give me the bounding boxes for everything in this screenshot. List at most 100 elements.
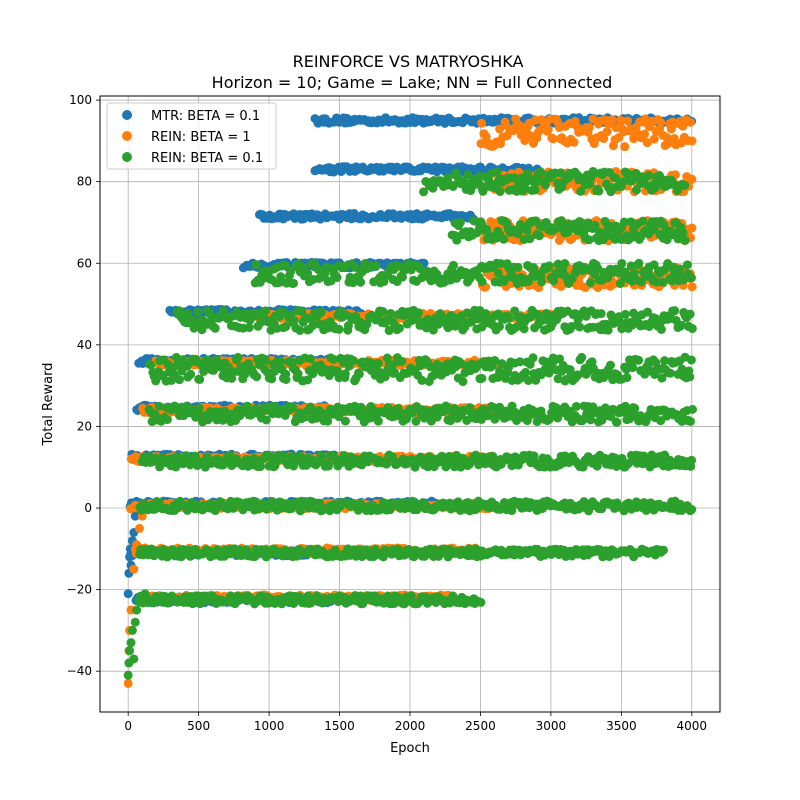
data-point [233,352,243,362]
data-point [186,369,196,379]
data-point [538,315,548,325]
data-point [680,235,690,245]
data-point [657,373,667,383]
data-point [540,180,550,190]
data-point [569,137,579,147]
data-point [640,369,650,379]
data-point [276,357,286,367]
data-point [204,307,214,317]
data-point [575,322,585,332]
data-points [123,113,698,688]
data-point [660,356,670,366]
data-point [493,268,503,278]
data-point [414,308,424,318]
data-point [620,401,630,411]
data-point [433,319,443,329]
data-point [544,261,554,271]
data-point [130,511,140,521]
data-point [656,325,666,335]
data-point [521,367,531,377]
data-point [123,670,133,680]
data-point [123,589,133,599]
data-point [356,277,366,287]
data-point [323,416,333,426]
data-point [398,272,408,282]
data-point [678,228,688,238]
data-point [303,375,313,385]
data-point [308,320,318,330]
data-point [548,134,558,144]
data-point [281,321,291,331]
data-point [513,262,523,272]
data-point [303,268,313,278]
data-point [340,369,350,379]
data-point [556,216,566,226]
data-point [590,168,600,178]
data-point [543,124,553,134]
data-point [129,654,139,664]
data-point [615,279,625,289]
data-point [650,183,660,193]
data-point [682,260,692,270]
data-point [687,174,697,184]
data-point [210,323,220,333]
data-point [281,375,291,385]
data-point [332,273,342,283]
data-point [584,123,594,133]
data-point [269,366,279,376]
data-point [590,220,600,230]
data-point [640,129,650,139]
chart-title: REINFORCE VS MATRYOSHKA [293,52,524,71]
data-point [195,374,205,384]
data-point [477,277,487,287]
data-point [680,180,690,190]
data-point [519,324,529,334]
data-point [496,259,506,269]
data-point [465,403,475,413]
data-point [295,325,305,335]
data-point [603,325,613,335]
data-point [663,139,673,149]
data-point [658,277,668,287]
data-point [537,277,547,287]
data-point [162,415,172,425]
data-point [448,260,458,270]
data-point [619,217,629,227]
data-point [306,354,316,364]
data-point [520,136,530,146]
data-point [584,235,594,245]
data-point [492,167,502,177]
data-point [523,375,533,385]
data-point [261,356,271,366]
data-point [332,366,342,376]
data-point [560,259,570,269]
data-point [596,309,606,319]
data-point [123,678,133,688]
data-point [389,367,399,377]
data-point [193,307,203,317]
data-point [599,134,609,144]
data-point [515,357,525,367]
data-point [534,231,544,241]
data-point [553,374,563,384]
data-point [687,223,697,233]
data-point [499,276,509,286]
data-point [194,403,204,413]
data-point [203,355,213,365]
data-point [146,360,156,370]
data-point [397,356,407,366]
data-point [687,282,697,292]
data-point [417,375,427,385]
data-point [455,218,465,228]
data-point [499,234,509,244]
data-point [411,416,421,426]
data-point [240,369,250,379]
data-point [522,226,532,236]
data-point [386,308,396,318]
data-point [151,376,161,386]
data-point [280,261,290,271]
data-point [620,142,630,152]
data-point [634,258,644,268]
data-point [642,138,652,148]
